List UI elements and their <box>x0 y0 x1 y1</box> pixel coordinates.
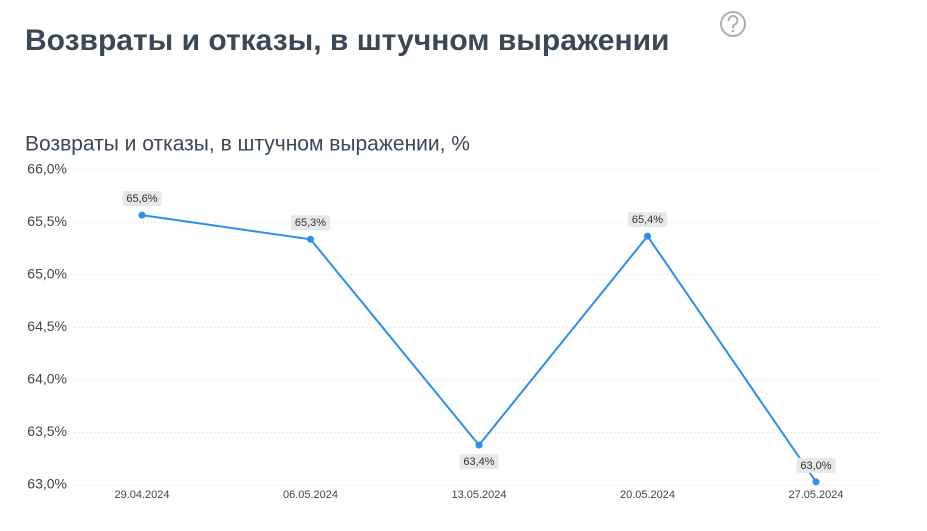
page-title: Возвраты и отказы, в штучном выражении <box>25 24 669 57</box>
y-tick-label: 65,0% <box>27 266 67 282</box>
y-tick-label: 64,5% <box>27 318 67 334</box>
data-label-bg <box>122 191 162 207</box>
point <box>138 211 146 219</box>
chart-title: Возвраты и отказы, в штучном выражении, … <box>25 133 470 156</box>
point <box>307 235 314 243</box>
y-tick-label: 63,5% <box>27 423 67 439</box>
data-label: 65,6% <box>126 193 157 205</box>
data-label: 63,4% <box>463 456 494 468</box>
data-label: 65,3% <box>295 217 326 229</box>
point <box>644 232 651 240</box>
x-tick-label: 06.05.2024 <box>283 489 338 501</box>
y-tick-label: 65,5% <box>27 213 67 229</box>
y-tick-label: 64,0% <box>27 371 67 387</box>
point <box>812 478 820 486</box>
x-tick-label: 29.04.2024 <box>114 489 169 501</box>
y-tick-label: 63,0% <box>27 476 67 492</box>
data-label-bg <box>291 215 330 231</box>
help-icon[interactable] <box>720 11 746 37</box>
data-label: 63,0% <box>800 460 831 472</box>
data-label: 65,4% <box>632 214 663 226</box>
data-label-bg <box>459 454 499 470</box>
x-tick-label: 20.05.2024 <box>620 489 675 501</box>
y-tick-label: 66,0% <box>27 161 67 177</box>
data-label-bg <box>628 212 667 228</box>
data-label-bg <box>796 457 836 473</box>
point <box>475 441 483 449</box>
x-tick-label: 27.05.2024 <box>788 489 843 501</box>
x-tick-label: 13.05.2024 <box>451 489 506 501</box>
